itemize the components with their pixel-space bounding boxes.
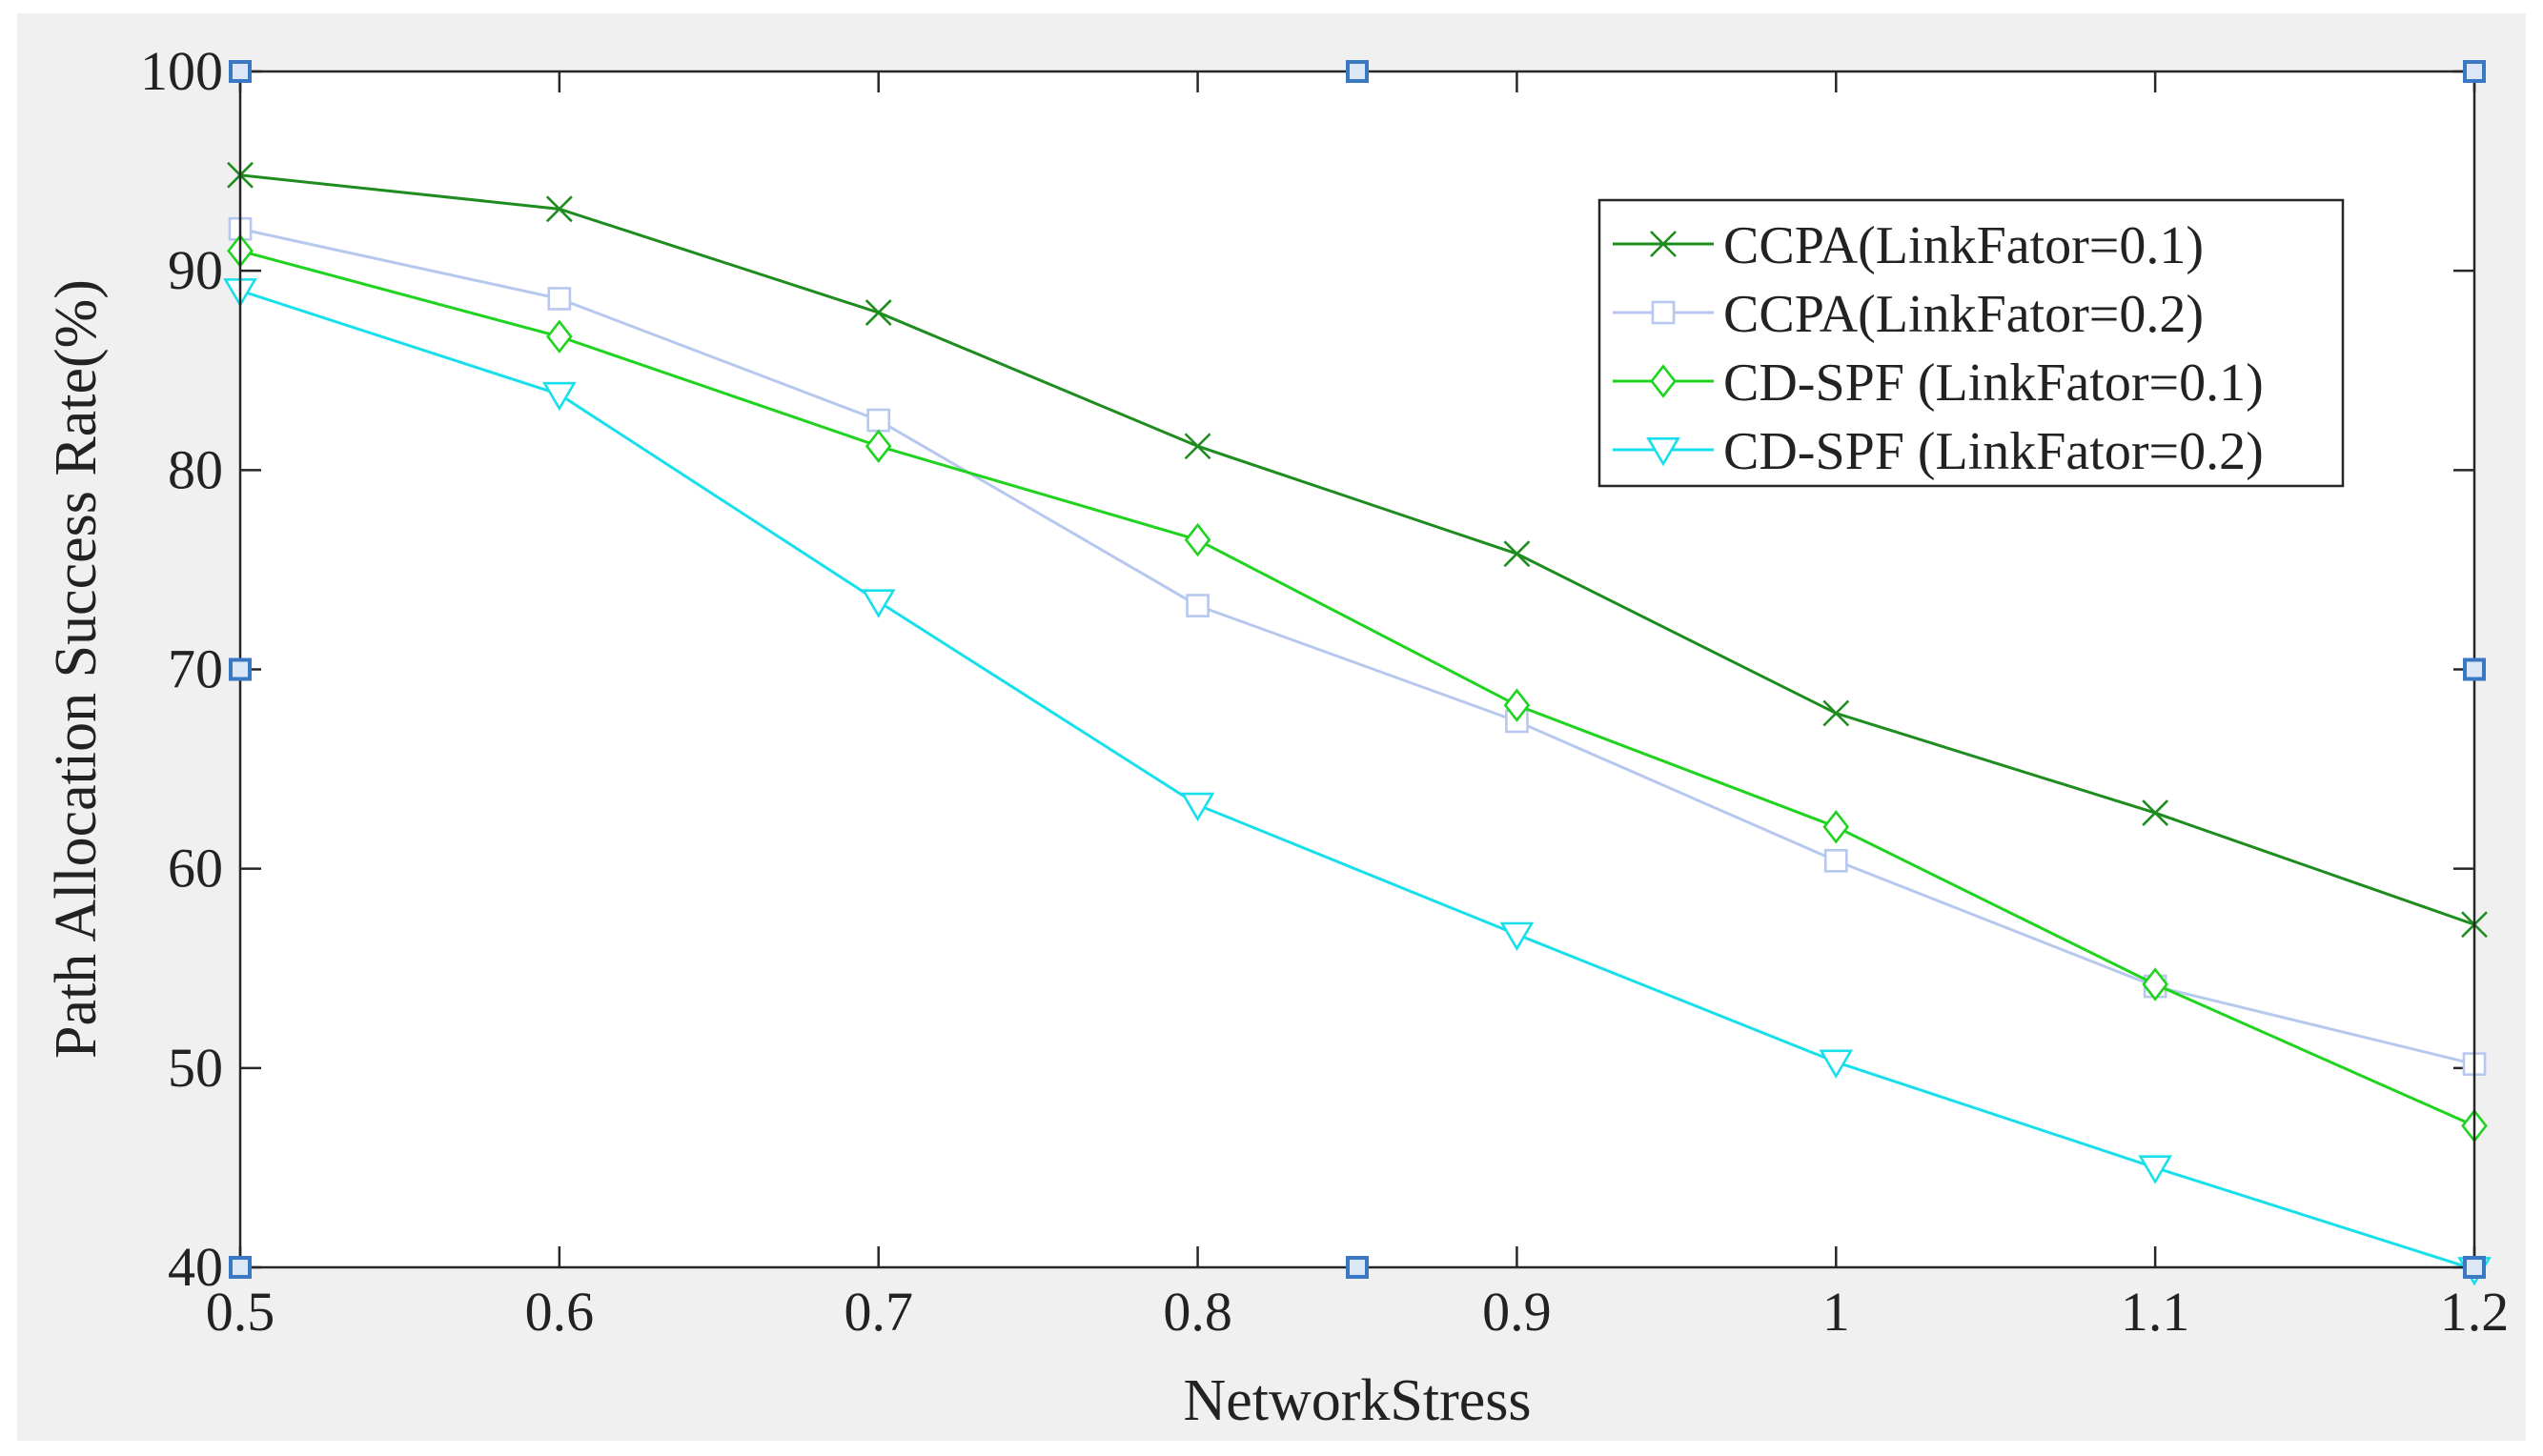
series-line xyxy=(239,249,2475,1127)
data-point-marker xyxy=(1184,522,1211,557)
data-point-marker xyxy=(1646,437,1680,467)
legend-label: CCPA(LinkFator=0.1) xyxy=(1723,216,2204,275)
data-point-marker xyxy=(1499,921,1535,952)
x-tick-label: 1.2 xyxy=(2440,1281,2510,1343)
legend-item-4: CD-SPF (LinkFator=0.2) xyxy=(1613,422,2264,481)
selection-handle[interactable] xyxy=(229,60,252,83)
data-point-marker xyxy=(1650,231,1677,257)
data-point-marker xyxy=(1823,848,1848,873)
data-point-marker xyxy=(861,589,896,618)
selection-handle[interactable] xyxy=(1346,60,1369,83)
selection-handle[interactable] xyxy=(2463,1256,2486,1279)
legend-label: CD-SPF (LinkFator=0.2) xyxy=(1723,422,2264,481)
y-tick-label: 60 xyxy=(168,838,223,900)
data-point-marker xyxy=(1822,699,1850,727)
legend-label: CCPA(LinkFator=0.2) xyxy=(1723,285,2204,344)
data-point-marker xyxy=(1186,594,1210,617)
data-point-marker xyxy=(865,299,892,327)
series-line xyxy=(239,227,2475,1066)
legend-item-2: CCPA(LinkFator=0.2) xyxy=(1613,285,2204,344)
selection-handle[interactable] xyxy=(229,657,252,681)
y-tick-label: 90 xyxy=(168,239,223,301)
data-point-marker xyxy=(1822,810,1850,844)
data-point-marker xyxy=(2138,1155,2173,1184)
series-line xyxy=(239,289,2475,1271)
legend-label: CD-SPF (LinkFator=0.1) xyxy=(1723,354,2264,413)
legend: CCPA(LinkFator=0.1) CCPA(LinkFator=0.2) CD… xyxy=(1597,198,2345,488)
data-point-marker xyxy=(545,195,573,223)
selection-handle[interactable] xyxy=(1346,1256,1369,1279)
selection-handle[interactable] xyxy=(229,1256,252,1279)
axes-layer: 0.5 0.6 0.7 0.8 0.9 1 1.1 1.2 40 50 60 70 80 90 100 xyxy=(140,40,2509,1343)
data-point-marker xyxy=(1180,792,1215,822)
data-point-marker xyxy=(541,381,577,412)
series-line xyxy=(239,173,2475,926)
data-point-marker xyxy=(546,319,573,354)
selection-handle[interactable] xyxy=(2463,60,2486,83)
x-tick-label: 0.5 xyxy=(206,1281,275,1343)
data-point-marker xyxy=(1651,300,1676,325)
y-tick-label: 70 xyxy=(168,638,223,700)
series-4 xyxy=(223,278,2492,1286)
y-axis-title: Path Allocation Success Rate(%) xyxy=(44,279,109,1059)
data-point-marker xyxy=(1503,540,1531,568)
legend-box xyxy=(1597,198,2345,488)
data-point-marker xyxy=(1184,433,1211,460)
x-tick-label: 0.6 xyxy=(525,1281,595,1343)
x-tick-label: 1.1 xyxy=(2121,1281,2190,1343)
data-point-marker xyxy=(865,429,892,463)
legend-item-3: CD-SPF (LinkFator=0.1) xyxy=(1613,354,2264,413)
y-tick-label: 40 xyxy=(168,1236,223,1298)
data-point-marker xyxy=(547,287,572,311)
x-axis-title: NetworkStress xyxy=(1183,1368,1531,1433)
data-point-marker xyxy=(1819,1049,1854,1079)
selection-handles[interactable] xyxy=(229,60,2486,1279)
data-point-marker xyxy=(2142,967,2168,1001)
legend-item-1: CCPA(LinkFator=0.1) xyxy=(1613,216,2204,275)
data-point-marker xyxy=(866,408,891,433)
x-tick-label: 0.8 xyxy=(1163,1281,1232,1343)
y-tick-label: 80 xyxy=(168,438,223,500)
data-point-marker xyxy=(1503,688,1531,722)
y-tick-label: 50 xyxy=(168,1037,223,1099)
x-tick-label: 0.9 xyxy=(1482,1281,1552,1343)
x-tick-label: 0.7 xyxy=(844,1281,913,1343)
selection-handle[interactable] xyxy=(2463,657,2486,681)
data-point-marker xyxy=(1650,364,1677,398)
x-tick-label: 1 xyxy=(1822,1281,1850,1343)
data-point-marker xyxy=(2142,799,2169,827)
series-3 xyxy=(227,233,2488,1143)
y-tick-label: 100 xyxy=(140,40,223,102)
